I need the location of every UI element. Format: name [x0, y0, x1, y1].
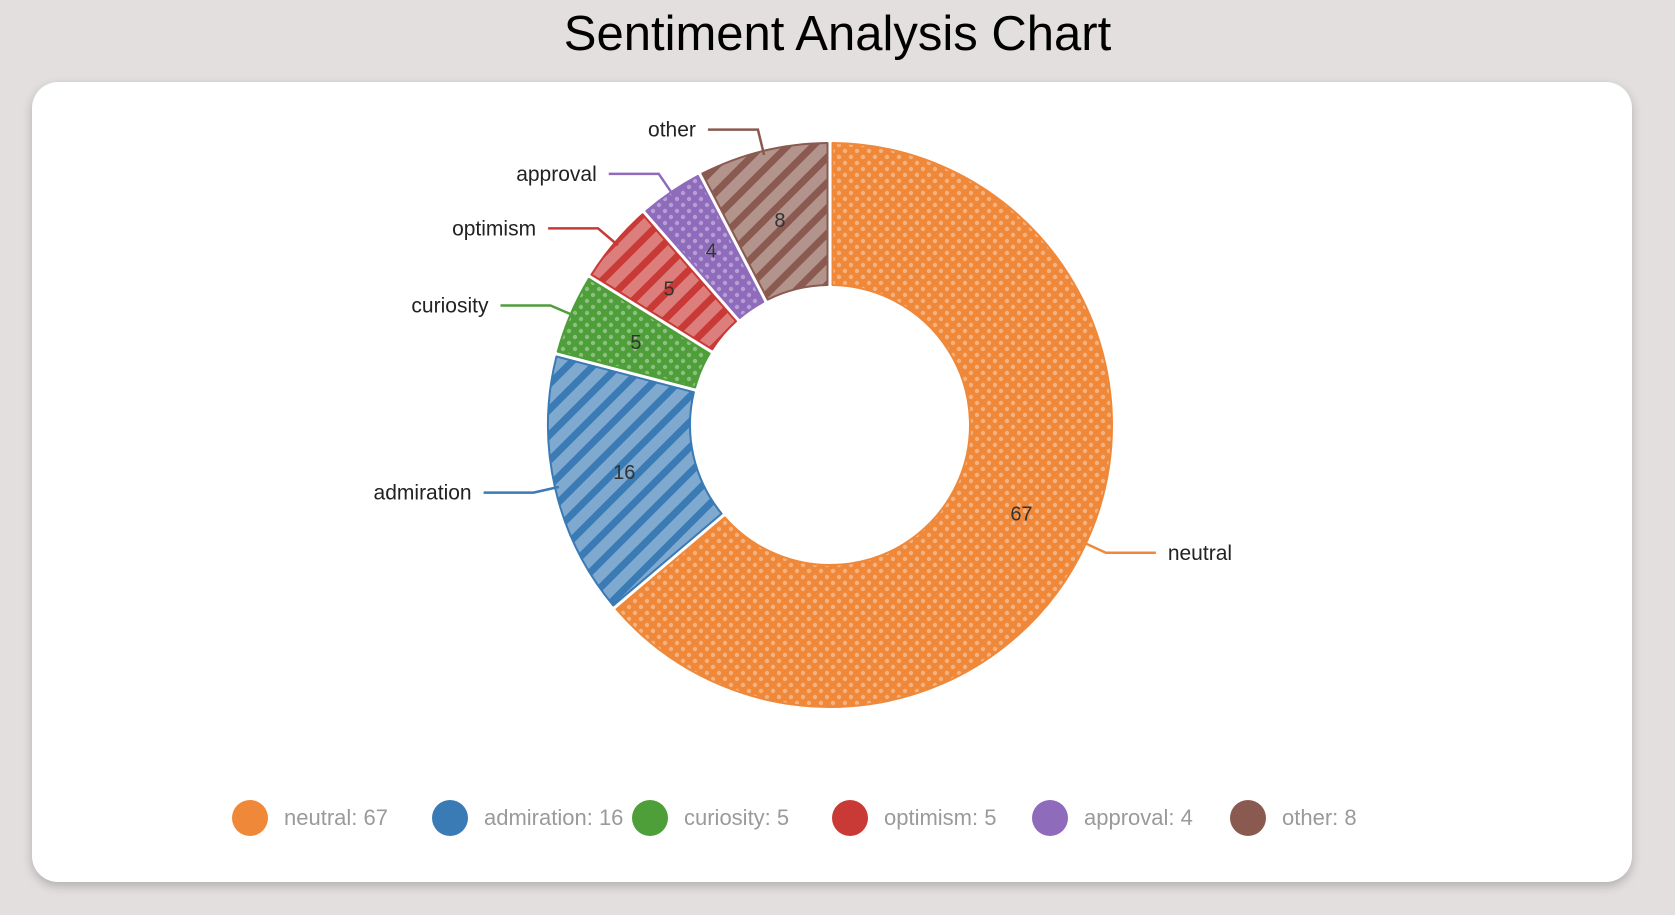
category-label-admiration: admiration	[374, 482, 472, 505]
slice-optimism[interactable]	[590, 213, 738, 351]
leader-line-neutral	[1081, 540, 1156, 555]
legend-swatch	[832, 800, 868, 836]
leader-line-admiration	[483, 485, 560, 494]
legend-label: neutral: 67	[284, 805, 388, 830]
legend-item-optimism[interactable]: optimism: 5	[832, 798, 996, 838]
data-label-other: 8	[774, 210, 785, 232]
category-label-curiosity: curiosity	[411, 295, 489, 318]
legend-label: approval: 4	[1084, 805, 1193, 830]
legend-label: other: 8	[1282, 805, 1357, 830]
category-label-neutral: neutral	[1168, 542, 1232, 565]
leader-line-other	[707, 128, 766, 156]
legend-swatch	[1032, 800, 1068, 836]
legend-label: curiosity: 5	[684, 805, 790, 830]
slice-other[interactable]	[701, 142, 829, 301]
legend-swatch	[232, 800, 268, 836]
chart-legend: neutral: 67 admiration: 16 curiosity: 5 opt…	[32, 82, 1632, 882]
chart-title: Sentiment Analysis Chart	[563, 7, 1112, 61]
legend-label: optimism: 5	[884, 805, 997, 830]
chart-card: 67 neutral 16 admiration 5 curiosity 5 optimism…	[32, 82, 1632, 882]
slice-admiration[interactable]	[547, 355, 723, 607]
data-label-admiration: 16	[613, 462, 635, 484]
leader-line-approval	[608, 172, 675, 197]
category-label-approval: approval	[516, 163, 597, 186]
leader-line-optimism	[548, 227, 619, 247]
legend-item-curiosity[interactable]: curiosity: 5	[632, 798, 789, 838]
legend-item-neutral[interactable]: neutral: 67	[232, 798, 388, 838]
labels-group: 67 neutral 16 admiration 5 curiosity 5 optimism…	[374, 119, 1232, 565]
data-label-optimism: 5	[663, 279, 674, 301]
legend-swatch	[1230, 800, 1266, 836]
data-label-approval: 4	[706, 241, 717, 263]
data-label-curiosity: 5	[630, 332, 641, 354]
legend-label: admiration: 16	[484, 805, 624, 830]
slice-neutral[interactable]	[615, 142, 1113, 708]
legend-item-approval[interactable]: approval: 4	[1032, 798, 1193, 838]
category-label-other: other	[648, 119, 696, 142]
legend-item-other[interactable]: other: 8	[1230, 798, 1357, 838]
slice-approval[interactable]	[645, 174, 765, 319]
legend-swatch	[632, 800, 668, 836]
data-label-neutral: 67	[1010, 504, 1032, 526]
slices-group	[547, 142, 1113, 708]
leader-lines-group	[483, 128, 1156, 555]
category-label-optimism: optimism	[452, 217, 536, 240]
legend-item-admiration[interactable]: admiration: 16	[432, 798, 623, 838]
slice-curiosity[interactable]	[556, 277, 711, 389]
legend-swatch	[432, 800, 468, 836]
leader-line-curiosity	[500, 304, 575, 317]
donut-chart: 67 neutral 16 admiration 5 curiosity 5 optimism…	[374, 119, 1232, 708]
